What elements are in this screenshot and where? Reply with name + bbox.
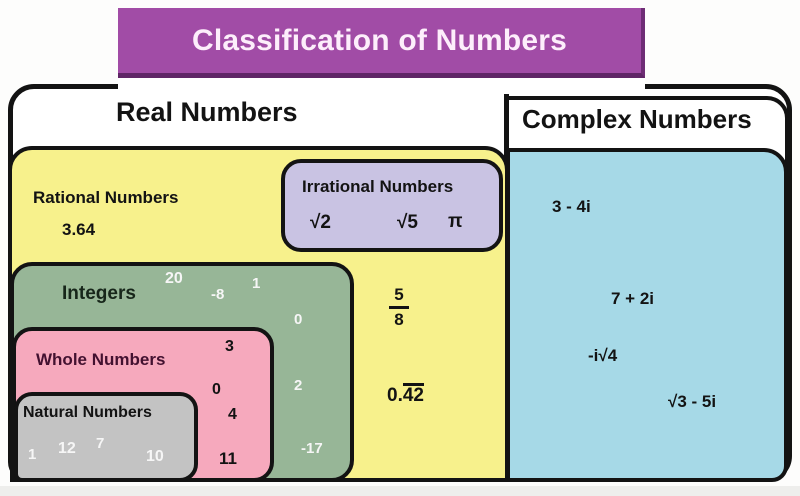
repeating-decimal-value: 0.42 — [387, 383, 424, 406]
irrational-value-sqrt5: √5 — [397, 212, 418, 233]
irrational-value-sqrt2: √2 — [310, 212, 331, 233]
natural-numbers-label: Natural Numbers — [23, 404, 152, 421]
whole-numbers-label: Whole Numbers — [36, 350, 166, 369]
fraction-numerator: 5 — [394, 285, 404, 304]
integer-value: 2 — [294, 377, 303, 394]
title-banner-rect: Classification of Numbers — [118, 8, 645, 78]
integer-value: 1 — [252, 275, 261, 292]
natural-value: 10 — [146, 448, 164, 465]
complex-numbers-heading: Complex Numbers — [522, 104, 752, 134]
integer-value: 20 — [165, 270, 183, 287]
natural-value: 7 — [96, 435, 105, 452]
title-banner: Classification of Numbers — [118, 8, 645, 94]
complex-numbers-box — [506, 148, 788, 482]
whole-value: 11 — [219, 449, 237, 468]
natural-value: 1 — [28, 446, 37, 463]
whole-value: 0 — [212, 381, 221, 398]
fraction-denominator: 8 — [394, 309, 404, 329]
whole-value: 4 — [228, 406, 237, 423]
irrational-numbers-label: Irrational Numbers — [302, 177, 454, 196]
complex-value: 7 + 2i — [611, 289, 655, 308]
rational-decimal-value: 3.64 — [62, 220, 96, 239]
complex-value: √3 - 5i — [668, 392, 717, 411]
complex-value: 3 - 4i — [552, 197, 591, 216]
complex-value: -i√4 — [588, 346, 618, 365]
integer-value: -17 — [301, 440, 323, 457]
natural-numbers-box — [14, 392, 198, 482]
fraction-five-eighths: 5 8 — [381, 286, 417, 329]
irrational-value-pi: π — [448, 211, 463, 232]
integer-value: -8 — [211, 286, 225, 303]
integer-value: 0 — [294, 311, 303, 328]
rational-numbers-label: Rational Numbers — [33, 188, 179, 207]
natural-value: 12 — [58, 440, 76, 457]
repeating-decimal-prefix: 0. — [387, 385, 403, 406]
repeating-decimal-digits: 42 — [402, 383, 424, 406]
whole-value: 3 — [225, 338, 234, 355]
real-numbers-heading: Real Numbers — [116, 97, 298, 127]
irrational-numbers-box — [281, 159, 503, 252]
integers-label: Integers — [62, 283, 136, 304]
page-title: Classification of Numbers — [191, 23, 568, 57]
fraction-bar — [389, 305, 409, 309]
bottom-strip — [0, 486, 800, 496]
